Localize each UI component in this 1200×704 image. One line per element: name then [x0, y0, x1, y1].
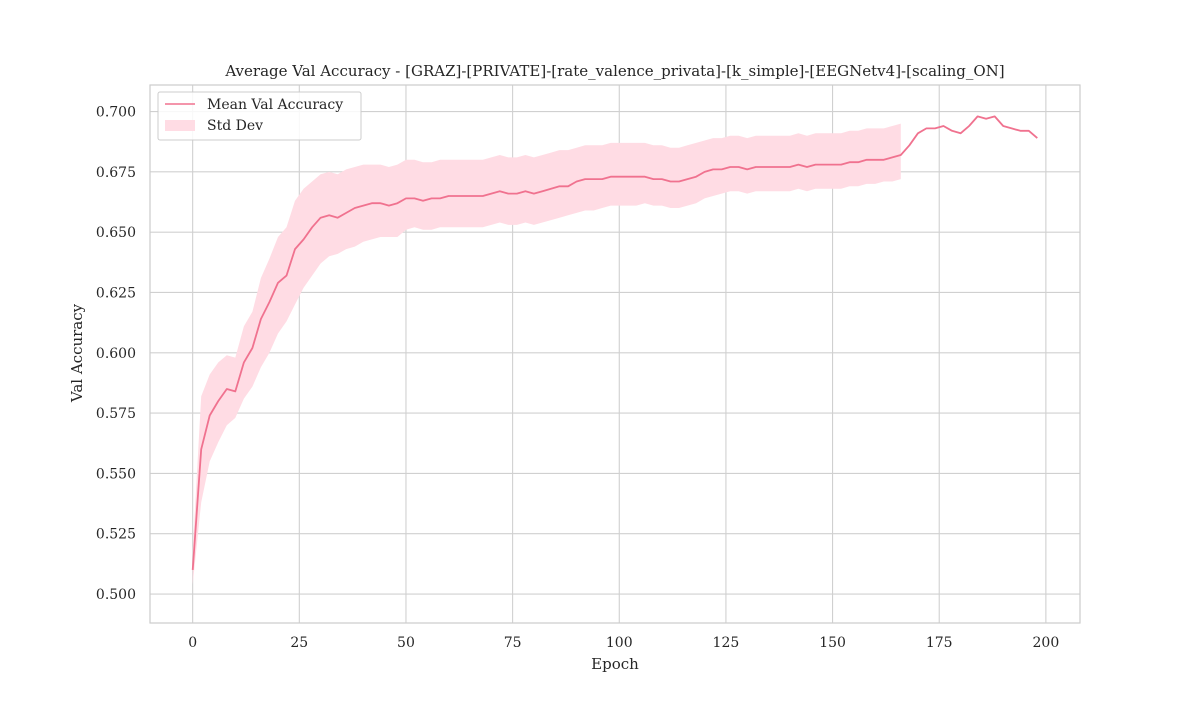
x-axis-label: Epoch — [591, 655, 639, 673]
x-tick-label: 25 — [290, 635, 308, 651]
plot-frame — [149, 84, 1081, 624]
y-axis-label: Val Accuracy — [68, 303, 86, 403]
legend-label-mean: Mean Val Accuracy — [207, 97, 343, 113]
chart-title: Average Val Accuracy - [GRAZ]-[PRIVATE]-… — [224, 62, 1004, 80]
std-dev-band — [192, 123, 901, 585]
mean-val-accuracy-line — [191, 115, 1038, 570]
x-tick-label: 150 — [819, 635, 846, 651]
y-tick-label: 0.575 — [96, 406, 136, 422]
y-tick-label: 0.675 — [96, 165, 136, 181]
y-tick-labels: 0.500 0.525 0.550 0.575 0.600 0.625 0.650 0.675… — [96, 105, 136, 604]
x-tick-label: 100 — [606, 635, 633, 651]
x-tick-label: 75 — [504, 635, 522, 651]
y-tick-label: 0.550 — [96, 466, 136, 482]
y-tick-label: 0.500 — [96, 587, 136, 603]
y-tick-label: 0.650 — [96, 225, 136, 241]
x-tick-label: 200 — [1033, 635, 1060, 651]
legend: Mean Val Accuracy Std Dev — [157, 91, 362, 141]
y-tick-label: 0.700 — [96, 105, 136, 121]
y-tick-label: 0.525 — [96, 527, 136, 543]
y-tick-label: 0.625 — [96, 285, 136, 301]
x-tick-label: 175 — [926, 635, 953, 651]
legend-box — [157, 91, 362, 141]
x-tick-label: 50 — [397, 635, 415, 651]
mean-line-layer — [191, 115, 1038, 570]
x-tick-labels: 0 25 50 75 100 125 150 175 200 — [188, 635, 1059, 651]
legend-band-swatch — [165, 120, 195, 131]
x-tick-label: 125 — [713, 635, 740, 651]
y-tick-label: 0.600 — [96, 346, 136, 362]
x-tick-label: 0 — [188, 635, 197, 651]
legend-label-std: Std Dev — [207, 118, 263, 134]
